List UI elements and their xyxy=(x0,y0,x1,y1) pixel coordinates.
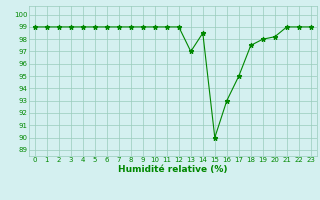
X-axis label: Humidité relative (%): Humidité relative (%) xyxy=(118,165,228,174)
